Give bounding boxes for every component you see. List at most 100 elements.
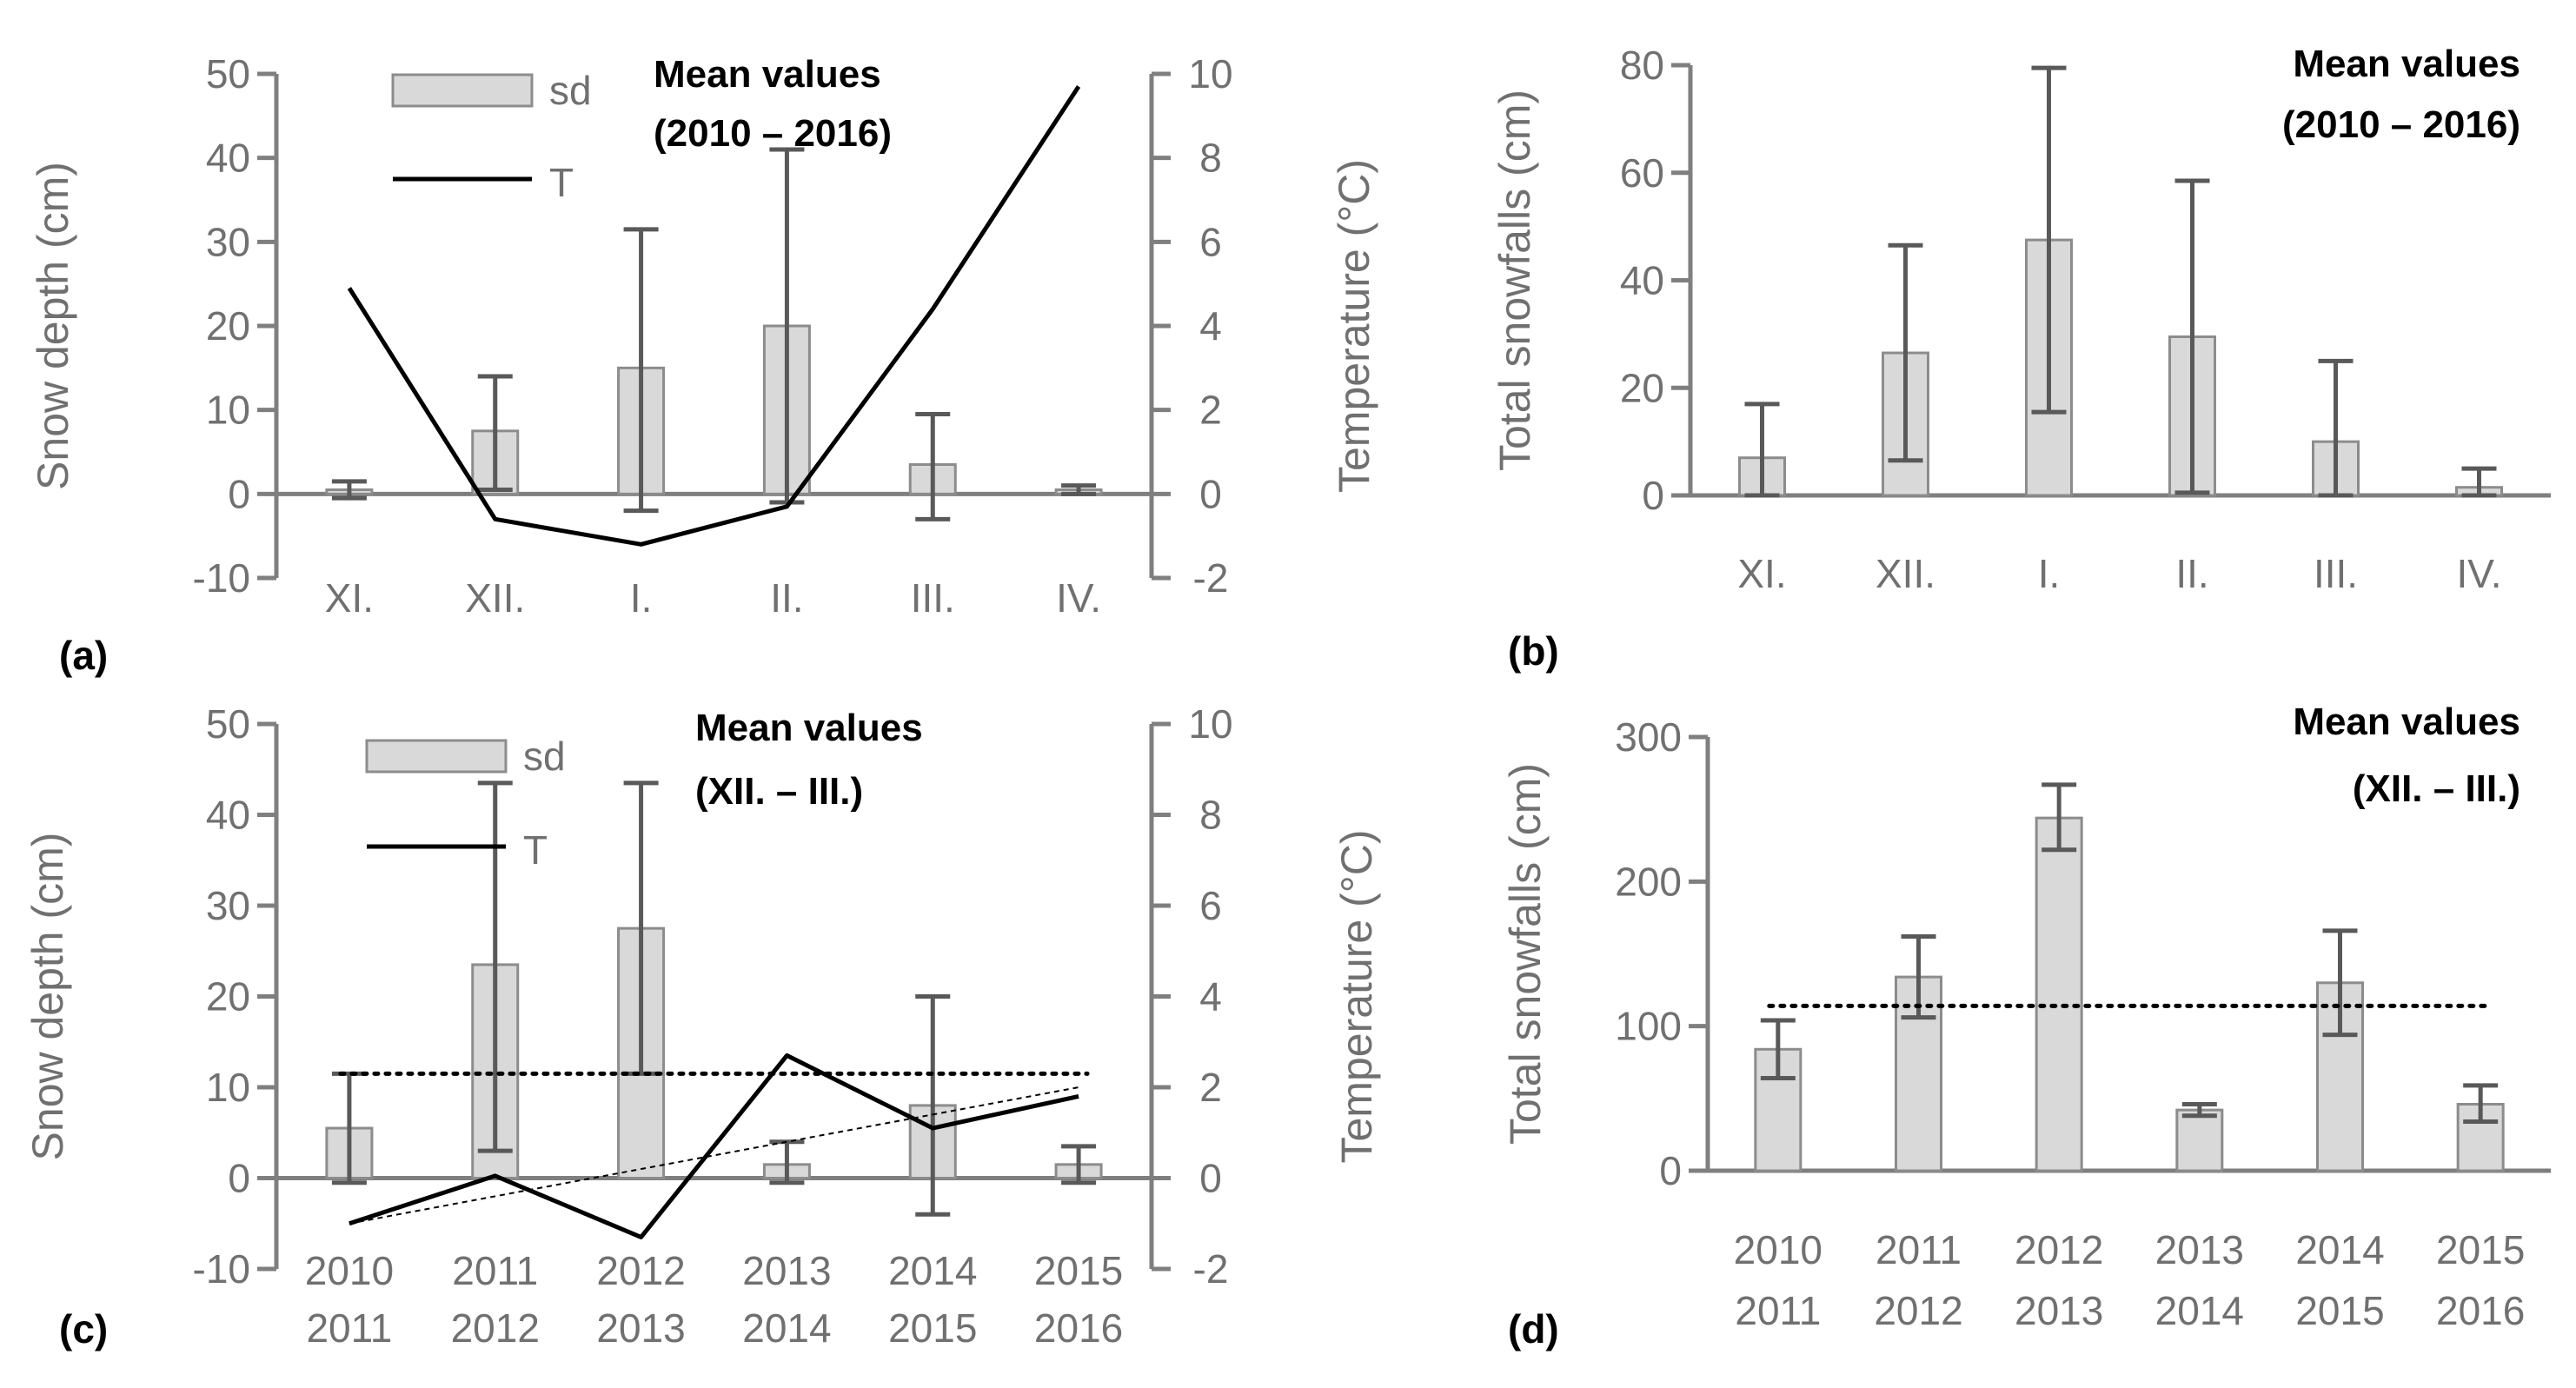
y2-tick-label: 2 — [1199, 1065, 1222, 1110]
legend-label-t: T — [549, 160, 574, 205]
annotation-line-1: Mean values — [695, 707, 923, 749]
legend-label-sd: sd — [549, 68, 592, 113]
x-tick-label: 2012 — [2015, 1227, 2103, 1272]
y-tick-label: 10 — [206, 1065, 250, 1110]
annotation-line-2: (XII. – III.) — [2353, 767, 2520, 810]
x-tick-label: 2011 — [306, 1305, 392, 1351]
legend-label-sd: sd — [523, 734, 566, 779]
y-axis-title: Total snowfalls (cm) — [1490, 90, 1539, 471]
x-tick-label: XII. — [465, 575, 525, 621]
y-tick-label: 50 — [206, 51, 250, 96]
x-tick-label: 2011 — [1876, 1227, 1962, 1272]
bar — [1895, 975, 1942, 1172]
x-tick-label: XI. — [325, 575, 374, 621]
x-tick-label: XII. — [1876, 551, 1935, 596]
panel-label: (b) — [1508, 628, 1559, 674]
y-tick-label: 50 — [206, 701, 250, 747]
x-tick-label: 2013 — [742, 1248, 831, 1293]
x-tick-label: 2015 — [888, 1305, 977, 1351]
panel-b: 0 20 40 60 80 XI. XII. I. II. III. IV. Total snowfa… — [1490, 43, 2551, 674]
y-tick-label: 30 — [206, 883, 250, 928]
panel-label: (d) — [1508, 1306, 1559, 1351]
x-tick-label: 2013 — [2155, 1227, 2244, 1272]
y2-tick-label: 6 — [1199, 219, 1222, 264]
annotation-line-2: (2010 – 2016) — [2282, 103, 2520, 146]
x-tick-label: 2014 — [742, 1305, 831, 1351]
legend-label-t: T — [523, 827, 548, 873]
y-axis-title: Snow depth (cm) — [29, 162, 77, 490]
y2-axis-title: Temperature (°C) — [1332, 830, 1381, 1164]
annotation-line-2: (2010 – 2016) — [654, 112, 892, 155]
x-tick-label: 2014 — [2155, 1288, 2244, 1333]
y2-tick-label: 0 — [1199, 471, 1222, 516]
x-tick-label: 2012 — [1874, 1288, 1962, 1333]
trend-line — [349, 1086, 1079, 1225]
x-tick-label: IV. — [2456, 551, 2501, 596]
panel-label: (a) — [59, 633, 108, 678]
x-tick-label: 2015 — [1034, 1248, 1123, 1293]
y2-tick-label: 4 — [1199, 974, 1222, 1019]
y-tick-label: 20 — [1620, 365, 1664, 410]
y-tick-label: 40 — [1620, 258, 1664, 303]
annotation-line-1: Mean values — [654, 53, 881, 96]
panel-label: (c) — [59, 1306, 108, 1351]
y2-tick-label: 6 — [1199, 883, 1222, 928]
y2-tick-label: 8 — [1199, 136, 1222, 181]
x-tick-label: 2013 — [2015, 1288, 2103, 1333]
x-tick-label: III. — [2314, 551, 2358, 596]
x-tick-label: 2016 — [2436, 1288, 2525, 1333]
y-tick-label: 10 — [206, 388, 250, 433]
x-tick-label: 2015 — [2436, 1227, 2525, 1272]
y-tick-label: 30 — [206, 219, 250, 264]
y2-tick-label: 10 — [1188, 701, 1232, 747]
y-tick-label: 100 — [1615, 1004, 1682, 1049]
x-tick-label: 2013 — [596, 1305, 685, 1351]
x-tick-label: III. — [911, 575, 955, 621]
panel-d: 0 100 200 300 2010 2011 2011 2012 2012 2013 2013 20… — [1501, 701, 2551, 1351]
x-tick-label: I. — [2038, 551, 2061, 596]
y-axis-title: Snow depth (cm) — [23, 833, 72, 1161]
y-tick-label: 40 — [206, 136, 250, 181]
y2-tick-label: 2 — [1199, 388, 1222, 433]
x-tick-label: II. — [770, 575, 803, 621]
annotation-line-1: Mean values — [2293, 43, 2520, 85]
y2-tick-label: 0 — [1199, 1156, 1222, 1201]
y-tick-label: -10 — [193, 1246, 250, 1292]
y2-tick-label: -2 — [1193, 555, 1229, 601]
x-tick-label: 2016 — [1034, 1305, 1123, 1351]
y-tick-label: -10 — [193, 555, 250, 601]
y-tick-label: 60 — [1620, 150, 1664, 196]
x-tick-label: I. — [630, 575, 653, 621]
bar — [2316, 981, 2364, 1172]
y-tick-label: 0 — [1659, 1148, 1682, 1193]
x-tick-label: 2011 — [1735, 1288, 1821, 1333]
x-tick-label: 2011 — [452, 1248, 538, 1293]
y-tick-label: 0 — [228, 1156, 250, 1201]
y2-tick-label: 4 — [1199, 303, 1222, 349]
temperature-line — [349, 1053, 1079, 1239]
annotation-line-1: Mean values — [2293, 701, 2520, 743]
annotation-line-2: (XII. – III.) — [695, 770, 863, 813]
bar — [2035, 816, 2083, 1172]
y-tick-label: 0 — [228, 471, 250, 516]
x-tick-label: IV. — [1056, 575, 1101, 621]
legend-swatch-sd — [365, 739, 508, 774]
panel-c: -10 0 10 20 30 40 50 -2 0 2 4 6 8 10 2010 2011 2011 2012 2… — [23, 701, 1381, 1351]
y-tick-label: 300 — [1615, 714, 1682, 760]
panel-a: -10 0 10 20 30 40 50 -2 0 2 4 6 8 10 XI. XII. I. II. III. I… — [29, 51, 1378, 678]
x-tick-label: 2014 — [888, 1248, 977, 1293]
legend-swatch-sd — [391, 73, 534, 108]
temperature-line — [347, 85, 1081, 547]
y2-tick-label: -2 — [1193, 1246, 1229, 1292]
y2-tick-label: 10 — [1188, 51, 1232, 96]
x-tick-label: II. — [2175, 551, 2208, 596]
x-tick-label: 2014 — [2295, 1227, 2384, 1272]
x-tick-label: 2012 — [451, 1305, 540, 1351]
y-axis-title: Total snowfalls (cm) — [1501, 763, 1550, 1145]
x-tick-label: 2015 — [2295, 1288, 2384, 1333]
x-tick-label: 2010 — [305, 1248, 394, 1293]
x-tick-label: 2012 — [596, 1248, 685, 1293]
y-tick-label: 200 — [1615, 859, 1682, 904]
y-tick-label: 80 — [1620, 43, 1664, 88]
